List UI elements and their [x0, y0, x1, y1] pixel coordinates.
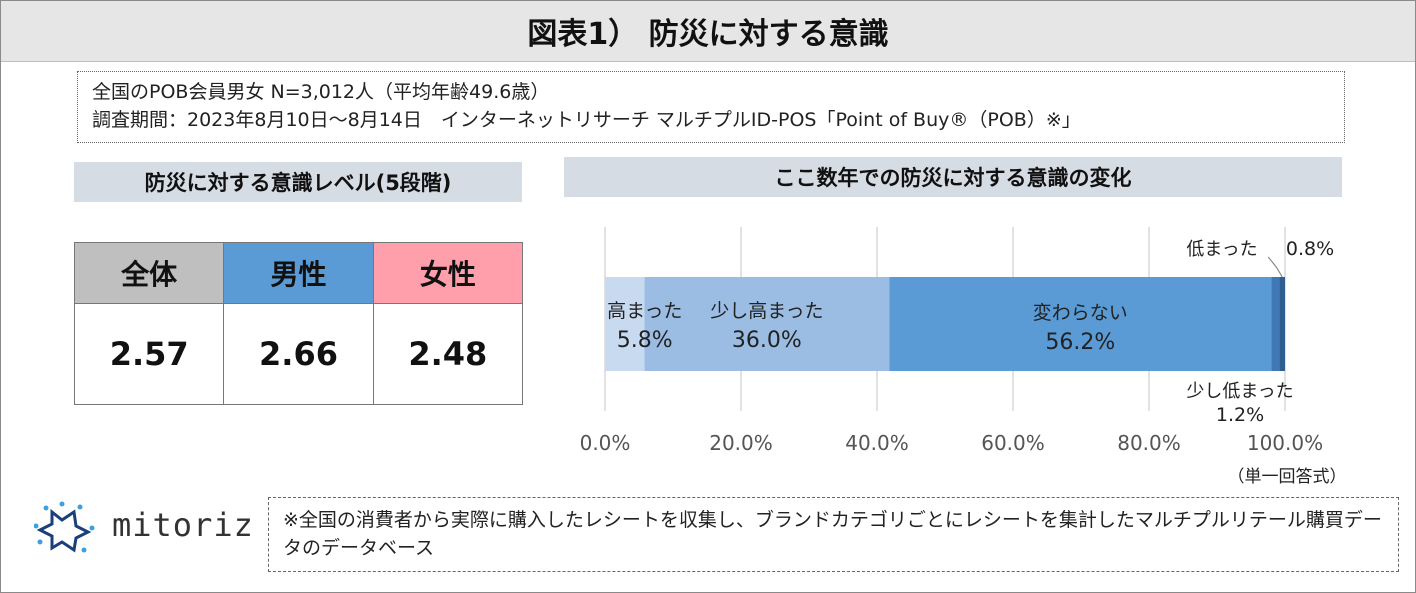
bar-segment — [889, 277, 1272, 371]
survey-info: 全国のPOB会員男女 N=3,012人（平均年齢49.6歳） 調査期間：2023… — [77, 71, 1345, 143]
mitoriz-logo: mitoriz — [34, 498, 253, 553]
right-section-label: ここ数年での防災に対する意識の変化 — [564, 157, 1342, 197]
segment-name-label: 高まった — [607, 300, 682, 322]
segment-name-label: 少し高まった — [710, 300, 823, 322]
survey-line-2: 調査期間：2023年8月10日～8月14日 インターネットリサーチ マルチプルI… — [92, 109, 1081, 131]
x-tick-label: 0.0% — [580, 431, 631, 455]
segment-name-label: 変わらない — [1033, 302, 1128, 324]
x-tick-label: 40.0% — [845, 431, 909, 455]
footnote: ※全国の消費者から実際に購入したレシートを収集し、ブランドカテゴリごとにレシート… — [268, 497, 1399, 572]
logo-text: mitoriz — [112, 506, 254, 544]
leader-line — [1267, 256, 1283, 278]
figure-title: 図表1） 防災に対する意識 — [1, 1, 1415, 62]
x-tick-label: 100.0% — [1247, 431, 1323, 455]
segment-value-label: 1.2% — [1216, 404, 1264, 426]
x-tick-label: 80.0% — [1117, 431, 1181, 455]
bar-segment — [1271, 277, 1280, 371]
segment-value-label: 56.2% — [1045, 330, 1115, 355]
header-female: 女性 — [372, 242, 524, 304]
value-all: 2.57 — [73, 303, 225, 405]
segment-name-label: 低まった — [1186, 239, 1257, 260]
x-tick-label: 60.0% — [981, 431, 1045, 455]
x-tick-label: 20.0% — [709, 431, 773, 455]
header-all: 全体 — [73, 242, 225, 304]
bar-segment — [1279, 277, 1285, 371]
bar-segment — [605, 277, 645, 371]
answer-type-note: （単一回答式） — [1228, 467, 1347, 487]
logo-mark-icon — [34, 501, 95, 553]
bar-segment — [644, 277, 890, 371]
awareness-change-chart: 0.0% 20.0% 40.0% 60.0% 80.0% 100.0% 高まった 5.8% 少し… — [580, 227, 1347, 487]
survey-line-1: 全国のPOB会員男女 N=3,012人（平均年齢49.6歳） — [92, 81, 550, 103]
awareness-score-table: 全体 男性 女性 2.57 2.66 2.48 — [73, 242, 524, 405]
segment-name-label: 少し低まった — [1186, 381, 1293, 402]
left-section-label: 防災に対する意識レベル(5段階) — [74, 162, 522, 202]
segment-value-label: 0.8% — [1286, 238, 1334, 260]
value-male: 2.66 — [223, 303, 374, 405]
value-female: 2.48 — [372, 303, 524, 405]
segment-value-label: 36.0% — [732, 328, 802, 353]
header-male: 男性 — [223, 242, 374, 304]
segment-value-label: 5.8% — [617, 328, 673, 353]
